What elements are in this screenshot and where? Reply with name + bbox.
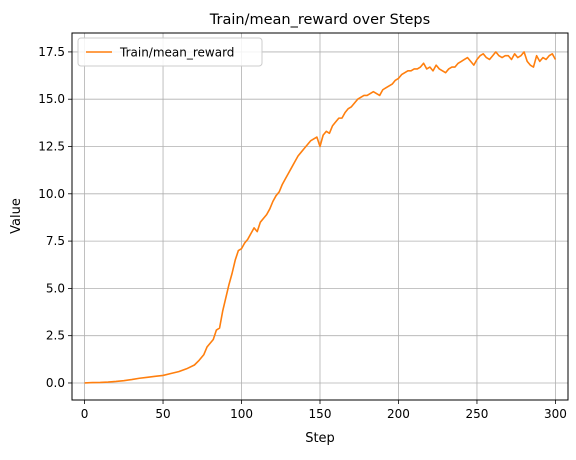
y-tick-label: 5.0	[46, 281, 65, 295]
x-tick-label: 50	[155, 407, 170, 421]
grid	[72, 33, 568, 400]
x-tick-label: 300	[544, 407, 567, 421]
chart-title: Train/mean_reward over Steps	[209, 12, 430, 28]
x-axis-label: Step	[305, 431, 335, 446]
legend: Train/mean_reward	[77, 37, 263, 67]
legend-entry-label: Train/mean_reward	[119, 46, 234, 60]
x-tick-label: 0	[81, 407, 89, 421]
y-tick-label: 12.5	[38, 140, 65, 154]
y-tick-label: 0.0	[46, 376, 65, 390]
y-tick-label: 15.0	[38, 92, 65, 106]
y-axis-ticks: 0.0 2.5 5.0 7.5 10.0 12.5 15.0 17.5	[38, 45, 72, 390]
y-axis-label: Value	[9, 198, 24, 234]
x-tick-label: 150	[309, 407, 332, 421]
y-tick-label: 10.0	[38, 187, 65, 201]
y-tick-label: 17.5	[38, 45, 65, 59]
series-layer	[84, 51, 557, 384]
x-tick-label: 100	[230, 407, 253, 421]
x-tick-label: 250	[466, 407, 489, 421]
x-tick-label: 200	[387, 407, 410, 421]
legend-box	[77, 37, 263, 67]
y-tick-label: 7.5	[46, 234, 65, 248]
x-axis-ticks: 0 50 100 150 200 250 300	[81, 400, 567, 421]
series-line-mean-reward	[84, 51, 557, 384]
y-tick-label: 2.5	[46, 329, 65, 343]
